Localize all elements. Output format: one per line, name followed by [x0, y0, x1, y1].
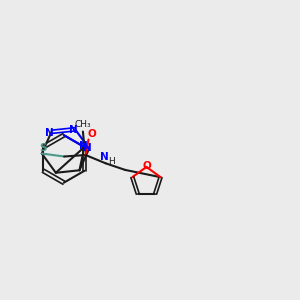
Text: O: O	[88, 129, 96, 139]
Text: N: N	[79, 141, 88, 151]
Text: CH₃: CH₃	[75, 120, 91, 129]
Text: N: N	[45, 128, 54, 138]
Text: H: H	[108, 157, 115, 166]
Text: N: N	[100, 152, 109, 162]
Text: N: N	[83, 143, 92, 153]
Text: N: N	[69, 125, 78, 135]
Text: O: O	[143, 161, 152, 171]
Text: S: S	[40, 142, 47, 153]
